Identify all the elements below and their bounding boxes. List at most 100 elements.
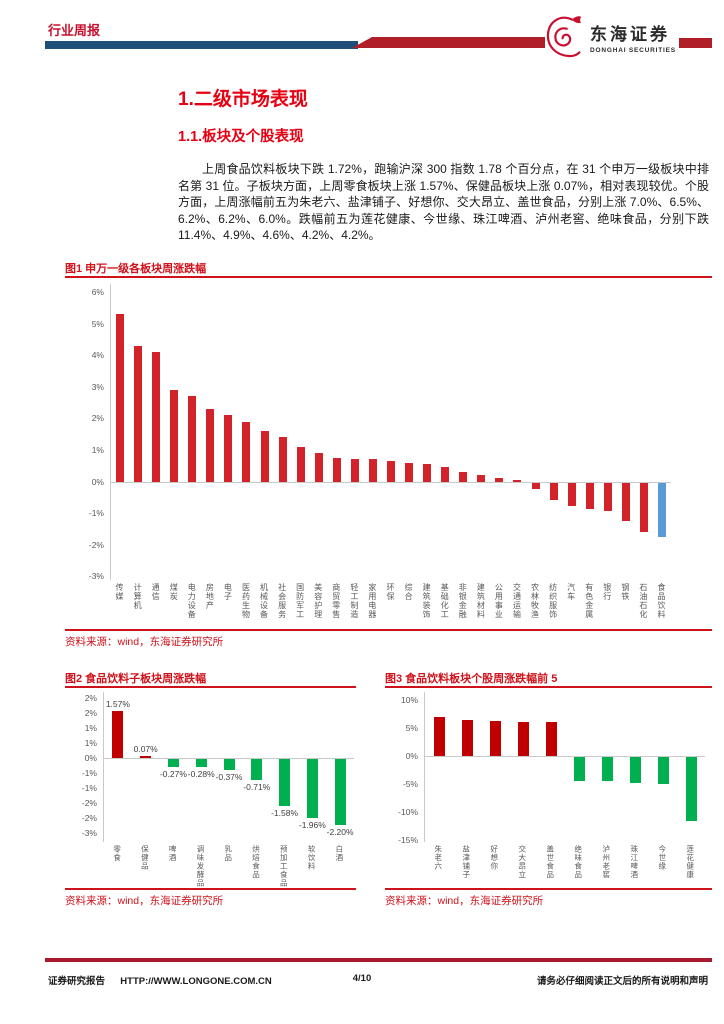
bar-盖世食品 (545, 722, 557, 756)
x-axis-category-label: 食品饮料 (652, 583, 670, 631)
x-axis-category-label: 计算机 (128, 583, 146, 631)
plot-area-wrap: 朱老六 盐津铺子 好想你 交大昂立 盖世食品 绝味食品 泸州老窖 珠江啤酒 今世缘 莲花健康 (424, 692, 705, 891)
category-name: 电子 (223, 583, 233, 601)
y-axis-tick-label: 5% (91, 318, 104, 329)
category-name: 石油石化 (638, 583, 648, 619)
figure3-title: 图3 食品饮料板块个股周涨跌幅前 5 (385, 673, 558, 685)
zero-axis-line (104, 758, 354, 759)
y-axis-tick-label: 0% (84, 753, 97, 763)
bar-农林牧渔 (531, 482, 540, 489)
x-axis-category-label: 石油石化 (634, 583, 652, 631)
x-axis-category-label: 环保 (381, 583, 399, 631)
y-axis-tick-label: 3% (91, 381, 104, 392)
bar-珠江啤酒 (629, 757, 641, 783)
footer-url[interactable]: HTTP://WWW.LONGONE.COM.CN (120, 976, 272, 987)
category-name: 调味发酵品 (195, 845, 205, 888)
bar-今世缘 (657, 757, 669, 785)
figure1-title-rule (65, 276, 712, 278)
y-axis-tick-label: 2% (91, 413, 104, 424)
figure2-title-rule (65, 686, 356, 688)
category-name: 轻工制造 (349, 583, 359, 619)
header-band-red (352, 37, 545, 48)
report-type-label: 行业周报 (48, 23, 101, 38)
y-axis-tick-label: 5% (405, 723, 418, 733)
bar-调味发酵品 (195, 759, 207, 768)
x-axis-category-label: 预加工食品 (270, 845, 298, 895)
category-name: 公用事业 (494, 583, 504, 619)
bar-绝味食品 (573, 757, 585, 781)
plot-area: 1.57% 0.07% -0.27% -0.28% -0.37% -0.71% -1.58%… (103, 692, 354, 842)
category-name: 煤炭 (169, 583, 179, 601)
category-name: 盖世食品 (545, 845, 555, 879)
x-axis-category-label: 公用事业 (489, 583, 507, 631)
x-axis-category-label: 烘焙食品 (242, 845, 270, 895)
category-name: 珠江啤酒 (629, 845, 639, 879)
x-axis-category-label: 纺织服饰 (544, 583, 562, 631)
category-name: 零食 (112, 845, 122, 862)
category-name: 保健品 (140, 845, 150, 871)
x-axis-category-label: 交通运输 (507, 583, 525, 631)
category-name: 食品饮料 (656, 583, 666, 619)
plot-area-wrap: 传媒 计算机 通信 煤炭 电力设备 房地产 电子 医药生物 机械设备 社会服务 国防军工 美容护理 商贸… (110, 284, 671, 631)
chart-fb-subsector-weekly-change: 2% 2% 1% 1% 0% -1% -1% -2% -2% -3% 1.57% 0.07% -0.27… (45, 692, 354, 895)
bar-纺织服饰 (549, 482, 558, 500)
y-axis-tick-label: 6% (91, 287, 104, 297)
x-axis-category-label: 朱老六 (424, 845, 452, 891)
bar-环保 (387, 461, 395, 482)
bar-value-label: -0.71% (243, 782, 271, 793)
x-axis-category-label: 通信 (146, 583, 164, 631)
category-name: 房地产 (205, 583, 215, 610)
body-paragraph: 上周食品饮料板块下跌 1.72%，跑输沪深 300 指数 1.78 个百分点，在… (178, 162, 709, 242)
plot-area (110, 284, 671, 580)
y-axis: 10% 5% 0% -5% -10% -15% (385, 692, 424, 845)
bar-电子 (224, 415, 233, 482)
bar-value-label: -0.28% (187, 769, 215, 780)
x-axis-category-label: 今世缘 (648, 845, 676, 891)
bar-value-label: -1.96% (298, 819, 326, 830)
bar-医药生物 (242, 421, 251, 482)
y-axis-tick-label: 1% (84, 738, 97, 748)
x-axis-category-label: 保健品 (131, 845, 159, 895)
category-name: 医药生物 (241, 583, 251, 619)
brand-name-block: 东海证券 DONGHAI SECURITIES (590, 12, 676, 54)
y-axis-tick-label: -1% (81, 783, 97, 793)
bar-烘焙食品 (251, 759, 263, 781)
x-axis-category-label: 盐津铺子 (452, 845, 480, 891)
bar-美容护理 (314, 453, 323, 482)
y-axis-tick-label: -10% (398, 807, 418, 817)
footer-page-number: 4/10 (352, 973, 372, 984)
bar-传媒 (116, 314, 125, 482)
bar-盐津铺子 (461, 719, 473, 756)
x-axis-category-label: 白酒 (325, 845, 353, 895)
bar-value-label: -0.27% (159, 769, 187, 780)
y-axis-tick-label: 4% (91, 350, 104, 361)
bar-公用事业 (495, 478, 504, 482)
x-axis-category-label: 商贸零售 (327, 583, 345, 631)
category-name: 国防军工 (295, 583, 305, 619)
section-heading: 1.二级市场表现 (178, 89, 308, 110)
category-name: 建筑材料 (476, 583, 486, 619)
x-axis-category-label: 乳品 (214, 845, 242, 895)
figure1-source-rule (65, 629, 712, 631)
x-axis-category-label: 传媒 (110, 583, 128, 631)
bar-社会服务 (278, 437, 287, 482)
y-axis-tick-label: -2% (81, 813, 97, 823)
x-axis-category-label: 有色金属 (580, 583, 598, 631)
brand-logo: 东海证券 DONGHAI SECURITIES (544, 12, 676, 60)
category-name: 纺织服饰 (548, 583, 558, 619)
bar-非银金融 (459, 472, 468, 482)
dragon-logo-icon (546, 16, 582, 58)
bar-啤酒 (167, 759, 179, 768)
y-axis-tick-label: 10% (400, 695, 418, 705)
figure1-source: 资料来源：wind，东海证券研究所 (65, 636, 224, 648)
bar-轻工制造 (350, 459, 359, 482)
x-axis-category-label: 建筑装饰 (417, 583, 435, 631)
x-axis-category-label: 交大昂立 (508, 845, 536, 891)
bar-交通运输 (513, 480, 522, 482)
category-name: 啤酒 (168, 845, 178, 862)
category-name: 好想你 (489, 845, 499, 871)
bar-石油石化 (639, 482, 648, 532)
bar-机械设备 (260, 431, 269, 482)
x-axis-category-label: 汽车 (562, 583, 580, 631)
